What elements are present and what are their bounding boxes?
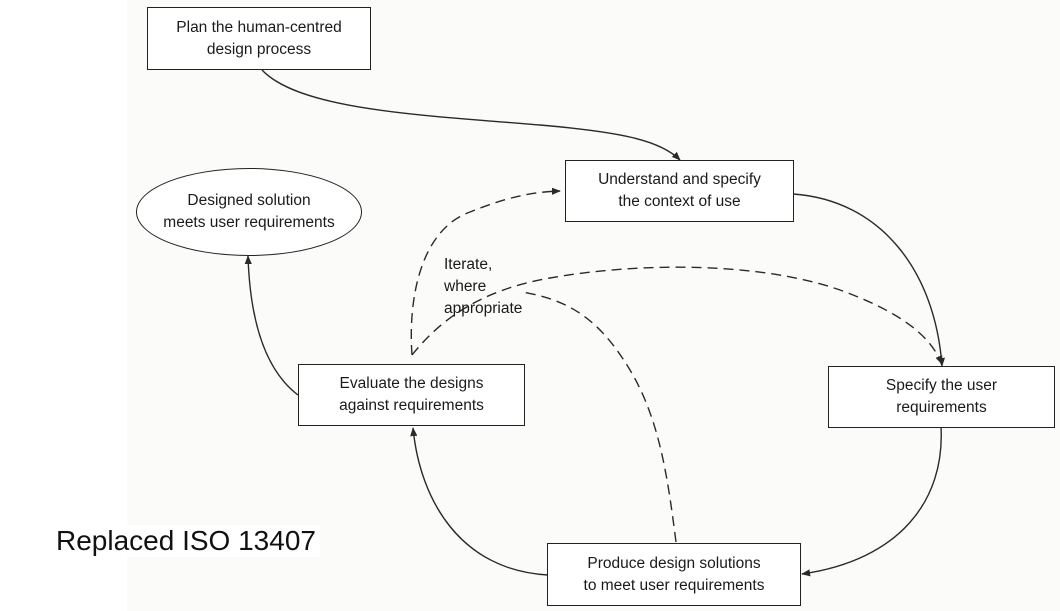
plan-process-box: Plan the human-centred design process bbox=[147, 7, 371, 70]
dashed-produce-to-iterate bbox=[522, 292, 676, 542]
arrow-understand-to-specify bbox=[793, 194, 942, 366]
arrow-specify-to-produce bbox=[802, 427, 941, 574]
understand-context-box: Understand and specify the context of us… bbox=[565, 160, 794, 222]
produce-solutions-box: Produce design solutions to meet user re… bbox=[547, 543, 801, 606]
arrow-evaluate-to-designed bbox=[248, 256, 298, 395]
specify-requirements-box: Specify the user requirements bbox=[828, 366, 1055, 428]
footnote-text: Replaced ISO 13407 bbox=[52, 525, 320, 557]
arrow-produce-to-evaluate bbox=[413, 428, 548, 575]
arrow-plan-to-understand bbox=[262, 70, 680, 160]
iterate-label: Iterate, where appropriate bbox=[444, 254, 522, 320]
designed-solution-ellipse: Designed solution meets user requirement… bbox=[136, 168, 362, 256]
evaluate-designs-box: Evaluate the designs against requirement… bbox=[298, 364, 525, 426]
